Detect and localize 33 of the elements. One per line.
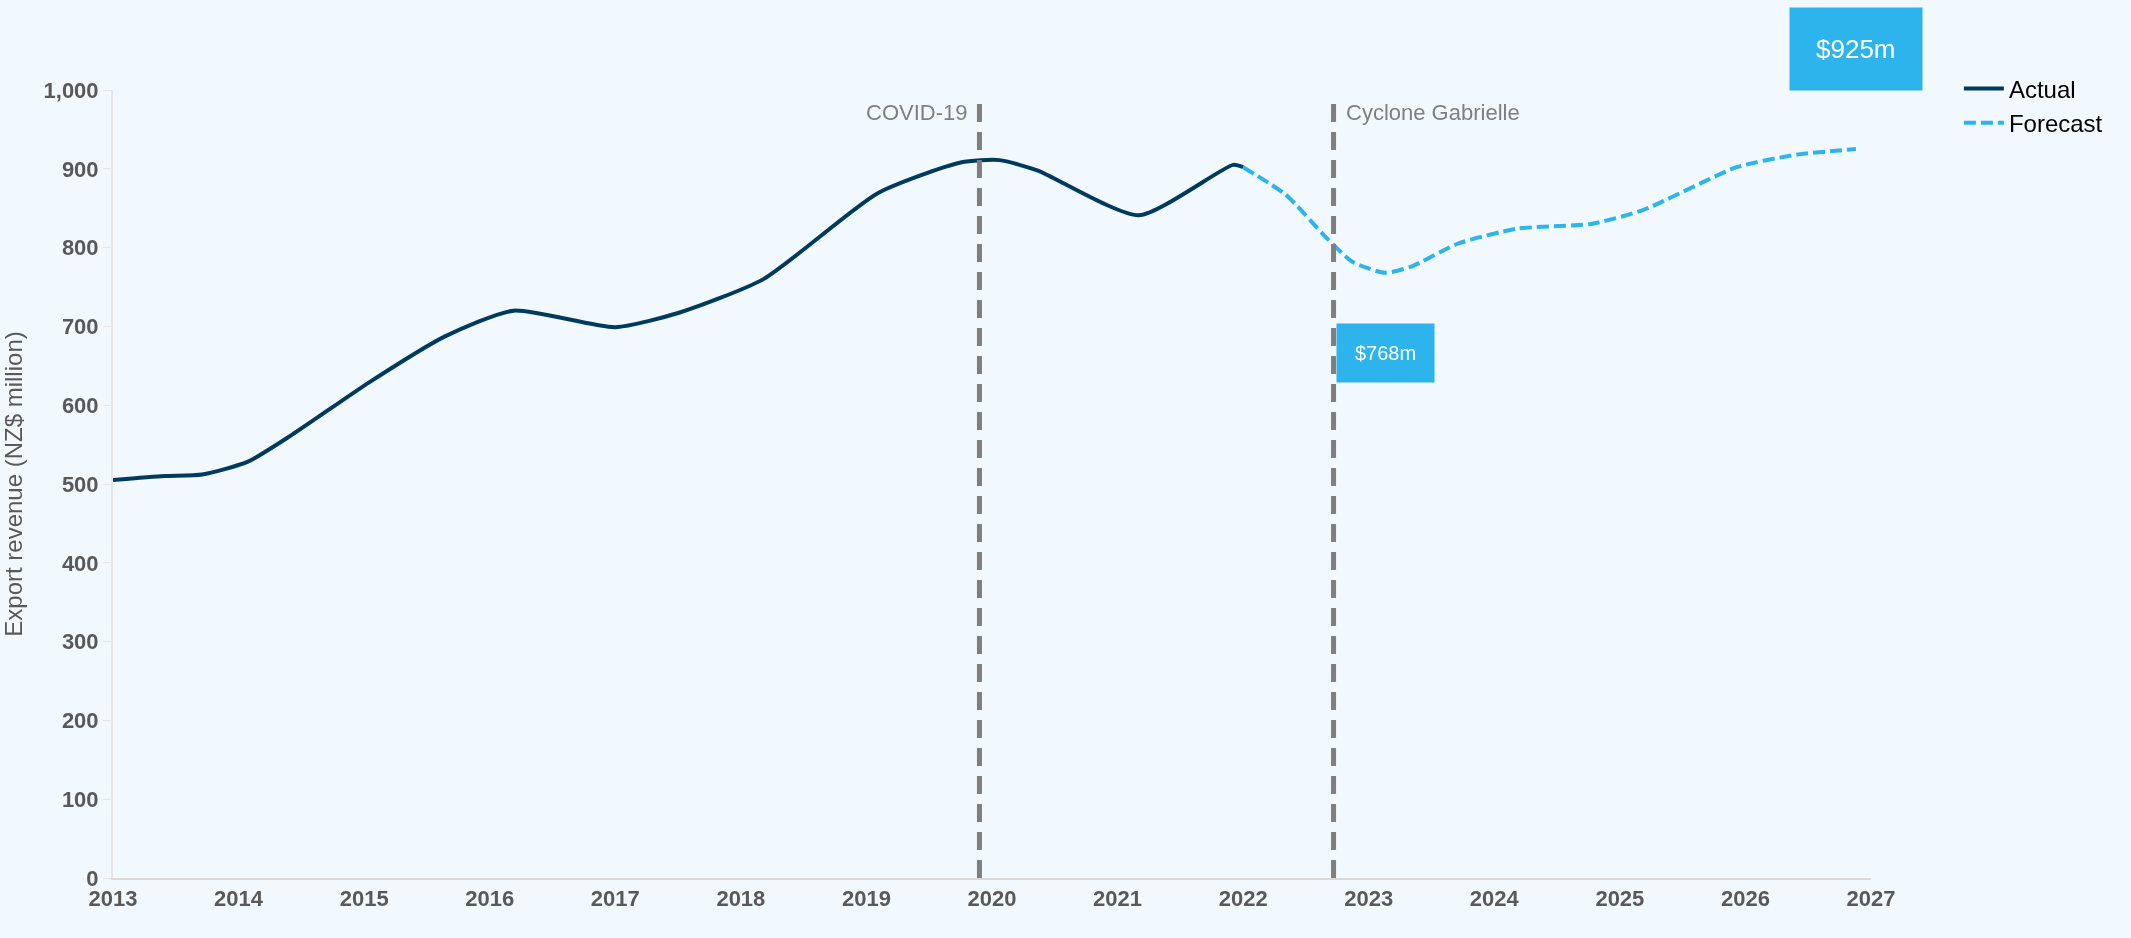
ref-line-label: COVID-19 bbox=[866, 100, 968, 125]
y-tick-label: 900 bbox=[61, 156, 99, 182]
y-tick-label: 1,000 bbox=[43, 77, 99, 103]
y-tick-label: 800 bbox=[61, 235, 99, 261]
y-tick-label: 400 bbox=[61, 550, 99, 576]
y-tick-label: 300 bbox=[61, 629, 99, 655]
y-tick-label: 200 bbox=[61, 708, 99, 734]
annotation: $768m bbox=[1355, 342, 1417, 364]
y-tick-label: 500 bbox=[61, 471, 99, 497]
ref-line-label: Cyclone Gabrielle bbox=[1346, 100, 1520, 125]
x-tick-label: 2020 bbox=[967, 886, 1017, 912]
x-tick-label: 2017 bbox=[590, 886, 640, 912]
x-tick-label: 2014 bbox=[214, 886, 264, 912]
text: $925m bbox=[1816, 34, 1896, 64]
x-tick-label: 2016 bbox=[465, 886, 515, 912]
x-tick-label: 2018 bbox=[716, 886, 766, 912]
y-tick-label: 700 bbox=[61, 314, 99, 340]
x-tick-label: 2025 bbox=[1595, 886, 1645, 912]
legend-label: Actual bbox=[2008, 75, 2076, 103]
y-axis-title: Export revenue (NZ$ million) bbox=[0, 331, 27, 637]
x-tick-label: 2023 bbox=[1344, 886, 1394, 912]
x-tick-label: 2015 bbox=[339, 886, 389, 912]
line-series bbox=[1241, 147, 1858, 275]
legend-label: Forecast bbox=[2008, 110, 2103, 138]
x-tick-label: 2027 bbox=[1846, 886, 1896, 912]
x-tick-label: 2019 bbox=[841, 886, 891, 912]
y-tick-label: 600 bbox=[61, 392, 99, 418]
y-tick-label: 100 bbox=[61, 786, 99, 812]
x-tick-label: 2021 bbox=[1093, 886, 1143, 912]
x-tick-label: 2022 bbox=[1218, 886, 1268, 912]
x-tick-label: 2026 bbox=[1720, 886, 1770, 912]
line-series bbox=[113, 157, 1246, 483]
x-tick-label: 2024 bbox=[1469, 886, 1520, 912]
